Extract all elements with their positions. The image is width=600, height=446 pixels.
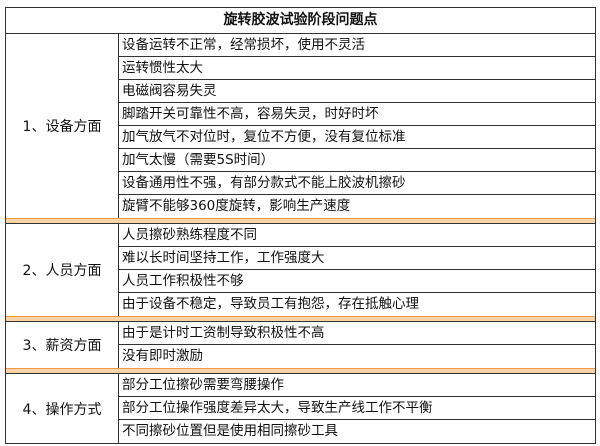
issue-cell: 人员工作积极性不够: [119, 270, 595, 293]
issue-cell: 由于设备不稳定，导致员工有抱怨，存在抵触心理: [122, 296, 419, 312]
issue-cell: 运转惯性太大: [119, 57, 595, 80]
table-group: 4、操作方式 部分工位擦砂需要弯腰操作 部分工位操作强度差异太大，导致生产线工作不平…: [6, 374, 595, 443]
issue-cell: 电磁阀容易失灵: [119, 80, 595, 103]
issue-cell: 部分工位擦砂需要弯腰操作: [119, 374, 595, 397]
issue-cell: 部分工位操作强度差异太大，导致生产线工作不平衡: [119, 397, 595, 420]
issue-cell: 不同擦砂位置但是使用相同擦砂工具: [122, 423, 338, 439]
category-cell: 1、设备方面: [6, 34, 119, 218]
issue-cell: 旋臂不能够360度旋转，影响生产速度: [122, 198, 351, 214]
table-title: 旋转胶波试验阶段问题点: [6, 8, 595, 34]
table-group: 3、薪资方面 由于是计时工资制导致积极性不高没有即时激励: [6, 322, 595, 368]
issue-list: 人员擦砂熟练程度不同 难以长时间坚持工作，工作强度大 人员工作积极性不够由于设备不稳…: [119, 224, 595, 316]
table-group: 1、设备方面 设备运转不正常，经常损坏，使用不灵活 运转惯性太大 电磁阀容易失灵 脚踏开…: [6, 34, 595, 218]
issues-table: 旋转胶波试验阶段问题点 1、设备方面 设备运转不正常，经常损坏，使用不灵活 运转惯性…: [5, 7, 596, 444]
issue-list: 由于是计时工资制导致积极性不高没有即时激励: [119, 322, 595, 368]
issue-cell: 由于是计时工资制导致积极性不高: [119, 322, 595, 345]
issue-cell: 加气太慢（需要5S时间）: [119, 149, 595, 172]
issue-cell: 脚踏开关可靠性不高，容易失灵，时好时坏: [119, 103, 595, 126]
table-group: 2、人员方面 人员擦砂熟练程度不同 难以长时间坚持工作，工作强度大 人员工作积极性不够…: [6, 224, 595, 316]
category-cell: 4、操作方式: [6, 374, 119, 443]
table-body: 1、设备方面 设备运转不正常，经常损坏，使用不灵活 运转惯性太大 电磁阀容易失灵 脚踏开…: [6, 34, 595, 443]
issue-cell: 人员擦砂熟练程度不同: [119, 224, 595, 247]
issue-cell: 设备运转不正常，经常损坏，使用不灵活: [119, 34, 595, 57]
issue-list: 设备运转不正常，经常损坏，使用不灵活 运转惯性太大 电磁阀容易失灵 脚踏开关可靠性不高…: [119, 34, 595, 218]
issue-list: 部分工位擦砂需要弯腰操作 部分工位操作强度差异太大，导致生产线工作不平衡不同擦砂位…: [119, 374, 595, 443]
category-cell: 2、人员方面: [6, 224, 119, 316]
issue-cell: 设备通用性不强，有部分款式不能上胶波机擦砂: [119, 172, 595, 195]
category-cell: 3、薪资方面: [6, 322, 119, 368]
group-separator: [6, 368, 595, 374]
issue-cell: 加气放气不对位时，复位不方便，没有复位标准: [119, 126, 595, 149]
issue-cell: 难以长时间坚持工作，工作强度大: [119, 247, 595, 270]
issue-cell: 没有即时激励: [122, 348, 203, 364]
group-separator: [6, 316, 595, 322]
group-separator: [6, 218, 595, 224]
